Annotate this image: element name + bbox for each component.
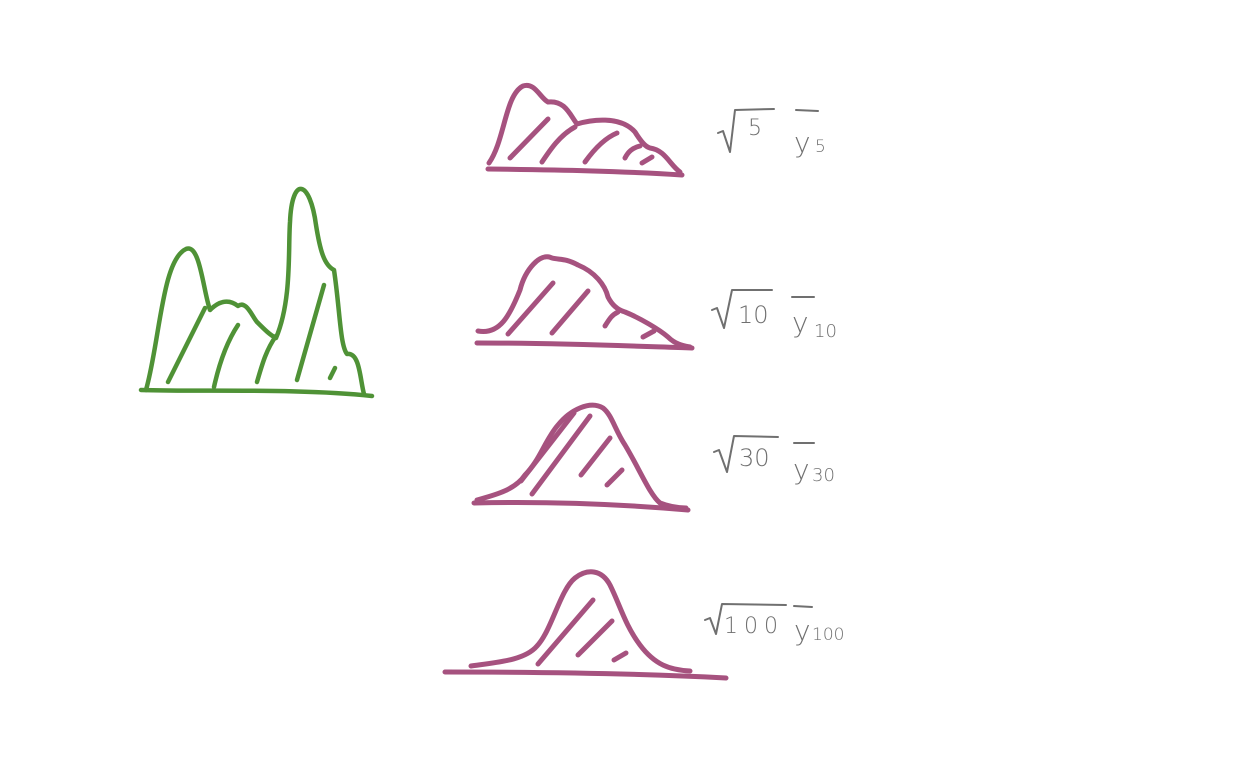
ybar-y-n5: y — [794, 126, 811, 159]
sqrt-n10-value: 10 — [738, 301, 769, 329]
sampling-distribution-n100 — [442, 569, 729, 681]
sqrt-n5-value: 5 — [748, 116, 762, 141]
sampling-distribution-n30 — [471, 402, 691, 513]
population-distribution — [138, 186, 375, 399]
sqrt-sign-n100 — [704, 603, 787, 635]
ybar-subscript-n30: 30 — [812, 465, 835, 486]
ybar-subscript-n10: 10 — [814, 321, 837, 342]
sqrt-sign-n10 — [711, 289, 773, 329]
sqrt-n100-value: 100 — [724, 614, 784, 639]
population-hatching — [165, 282, 338, 390]
ybar-y-n30: y — [793, 453, 810, 486]
sampling-distribution-n10 — [474, 254, 695, 351]
ybar-y-n10: y — [792, 306, 809, 339]
ybar-y-n100: y — [794, 614, 811, 647]
label-n30: 30 y 30 — [713, 435, 835, 486]
ybar-bar-n100 — [793, 605, 813, 608]
sqrt-sign-n5 — [717, 108, 775, 153]
ybar-bar-n5 — [795, 109, 819, 112]
label-n5: 5 y 5 — [717, 108, 826, 159]
ybar-subscript-n5: 5 — [815, 137, 826, 157]
sqrt-n30-value: 30 — [739, 444, 770, 472]
label-n100: 100 y 100 — [704, 603, 844, 647]
population-baseline — [138, 387, 375, 399]
sampling-distribution-n5 — [485, 82, 685, 178]
label-n10: 10 y 10 — [711, 289, 837, 342]
ybar-subscript-n100: 100 — [812, 625, 844, 645]
sqrt-sign-n30 — [713, 435, 779, 473]
